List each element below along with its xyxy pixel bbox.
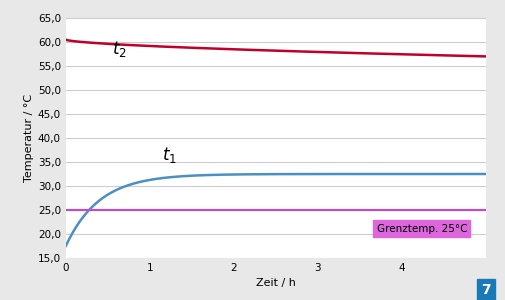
X-axis label: Zeit / h: Zeit / h <box>256 278 295 288</box>
Text: $t_2$: $t_2$ <box>112 39 126 59</box>
Y-axis label: Temperatur / °C: Temperatur / °C <box>24 94 33 182</box>
Text: 7: 7 <box>480 283 490 297</box>
Text: $t_1$: $t_1$ <box>162 145 177 165</box>
Text: Grenztemp. 25°C: Grenztemp. 25°C <box>376 224 466 234</box>
